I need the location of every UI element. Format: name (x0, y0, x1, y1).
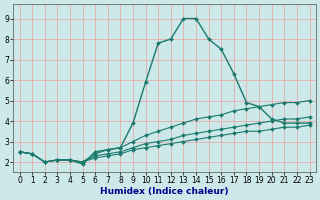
X-axis label: Humidex (Indice chaleur): Humidex (Indice chaleur) (100, 187, 229, 196)
